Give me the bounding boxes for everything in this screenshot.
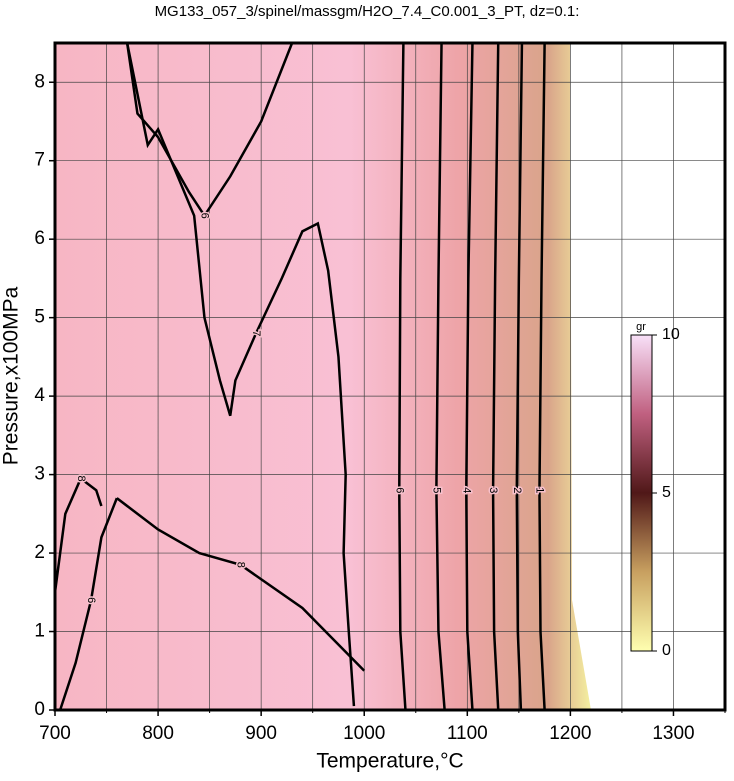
y-tick-label: 1 xyxy=(34,621,45,642)
colorbar xyxy=(630,334,653,652)
colorbar-ticks: 0 5 10 xyxy=(652,326,680,659)
contour-line xyxy=(125,42,294,218)
y-tick-label: 2 xyxy=(34,542,45,563)
y-tick-label: 5 xyxy=(34,307,45,328)
x-axis-label: Temperature,°C xyxy=(316,750,463,773)
y-tick-label: 8 xyxy=(34,71,45,92)
data-region xyxy=(55,43,591,710)
contour-line xyxy=(435,42,446,711)
contour-line xyxy=(53,476,103,593)
colorbar-label: gr xyxy=(636,321,646,333)
contour-label: 4 xyxy=(460,487,472,493)
contour-label: 1 xyxy=(534,487,546,493)
contour-label: 3 xyxy=(487,487,499,493)
contour-line xyxy=(465,42,474,711)
contour-label: 8 xyxy=(235,562,247,568)
x-tick-label: 700 xyxy=(39,723,71,744)
x-tick-label: 900 xyxy=(245,723,277,744)
contours: 7 6 8 6 8 6 5 4 3 2 1 xyxy=(53,42,547,711)
contour-line xyxy=(491,42,500,711)
contour-line xyxy=(398,42,407,711)
contour-line xyxy=(538,42,546,711)
x-tick-label: 1300 xyxy=(652,723,694,744)
contour-label: 6 xyxy=(393,487,405,493)
contour-line xyxy=(58,497,119,711)
x-tick-label: 1200 xyxy=(549,723,591,744)
y-tick-label: 6 xyxy=(34,228,45,249)
colorbar-tick-label: 10 xyxy=(662,326,680,343)
contour-line xyxy=(515,42,524,711)
contour-label: 7 xyxy=(250,330,262,336)
colorbar-tick-label: 0 xyxy=(662,642,671,659)
y-tick-label: 3 xyxy=(34,464,45,485)
contour-line xyxy=(125,42,356,707)
plot-frame xyxy=(53,41,727,712)
contour-label: 2 xyxy=(511,487,523,493)
x-tick-label: 1100 xyxy=(447,723,488,744)
contour-line xyxy=(116,497,366,672)
colorbar-tick-label: 5 xyxy=(662,484,671,501)
y-tick-label: 0 xyxy=(34,699,45,720)
y-tick-label: 4 xyxy=(34,385,45,406)
x-tick-label: 800 xyxy=(142,723,174,744)
y-tick-label: 7 xyxy=(34,150,45,171)
contour-label: 5 xyxy=(430,487,442,493)
contour-label: 6 xyxy=(85,597,97,603)
contour-label: 8 xyxy=(75,475,87,481)
y-axis-label: Pressure,x100MPa xyxy=(0,286,23,465)
chart-title: MG133_057_3/spinel/massgm/H2O_7.4_C0.001… xyxy=(155,3,580,20)
contour-label: 6 xyxy=(199,213,211,219)
x-tick-label: 1000 xyxy=(343,723,385,744)
